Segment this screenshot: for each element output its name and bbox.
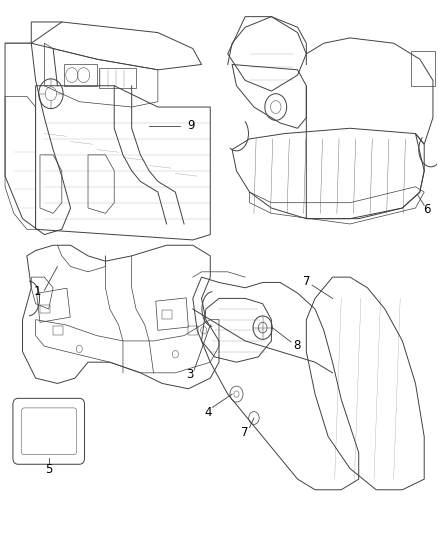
Bar: [40, 305, 49, 313]
Bar: [156, 298, 188, 330]
Text: 1: 1: [34, 285, 42, 298]
Bar: [99, 68, 136, 88]
Text: 9: 9: [187, 119, 194, 132]
Text: 7: 7: [240, 426, 248, 439]
Bar: [162, 310, 172, 319]
Bar: [64, 64, 97, 86]
Bar: [37, 288, 70, 322]
Text: 6: 6: [423, 203, 430, 216]
Bar: [188, 326, 198, 335]
Text: 7: 7: [303, 275, 310, 288]
Bar: [411, 51, 435, 86]
Text: 5: 5: [45, 463, 53, 476]
Text: 3: 3: [186, 368, 194, 382]
Bar: [53, 326, 63, 335]
Text: 4: 4: [204, 406, 212, 418]
Text: 8: 8: [293, 339, 300, 352]
